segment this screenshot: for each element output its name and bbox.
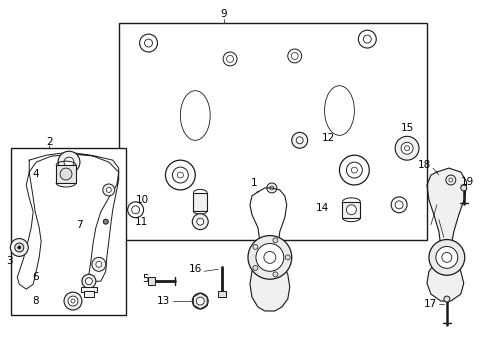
Text: 4: 4 — [32, 169, 39, 179]
Circle shape — [291, 53, 298, 59]
Bar — [11, 148, 125, 315]
Bar — [147, 277, 154, 285]
Polygon shape — [17, 152, 119, 289]
Circle shape — [461, 185, 467, 191]
Circle shape — [444, 296, 450, 302]
Circle shape — [270, 186, 274, 190]
Text: 7: 7 — [76, 220, 83, 230]
Text: 17: 17 — [424, 299, 437, 309]
Bar — [343, 202, 360, 218]
Text: 11: 11 — [135, 217, 148, 227]
Circle shape — [223, 52, 237, 66]
Bar — [119, 23, 427, 239]
Circle shape — [248, 235, 292, 279]
Circle shape — [172, 167, 188, 183]
Circle shape — [253, 265, 258, 270]
Circle shape — [68, 296, 78, 306]
Circle shape — [358, 30, 376, 48]
Circle shape — [15, 243, 24, 252]
Circle shape — [197, 218, 204, 225]
Bar — [218, 291, 226, 297]
Circle shape — [60, 168, 72, 180]
Circle shape — [92, 257, 106, 271]
Text: 12: 12 — [321, 133, 335, 143]
Circle shape — [285, 255, 290, 260]
Text: 1: 1 — [251, 178, 258, 188]
Bar — [84, 291, 94, 297]
Circle shape — [103, 184, 115, 196]
Circle shape — [192, 214, 208, 230]
Circle shape — [395, 136, 419, 160]
Circle shape — [253, 244, 258, 249]
Circle shape — [340, 155, 369, 185]
Text: 14: 14 — [316, 203, 329, 213]
Polygon shape — [250, 188, 290, 311]
Text: 6: 6 — [32, 272, 39, 282]
Polygon shape — [122, 28, 419, 233]
Circle shape — [436, 247, 458, 268]
Circle shape — [96, 261, 102, 267]
Circle shape — [71, 299, 75, 303]
Circle shape — [256, 243, 284, 271]
Circle shape — [405, 146, 410, 151]
Circle shape — [442, 252, 452, 262]
Circle shape — [64, 292, 82, 310]
Circle shape — [192, 293, 208, 309]
Text: 8: 8 — [32, 296, 39, 306]
Circle shape — [363, 35, 371, 43]
Circle shape — [64, 157, 74, 167]
Text: 9: 9 — [221, 9, 227, 19]
Circle shape — [145, 39, 152, 47]
Circle shape — [273, 272, 278, 277]
Text: 19: 19 — [461, 177, 474, 187]
Circle shape — [166, 160, 196, 190]
Text: 10: 10 — [135, 195, 148, 205]
Circle shape — [140, 34, 157, 52]
Text: 15: 15 — [400, 123, 414, 134]
Circle shape — [82, 274, 96, 288]
Circle shape — [429, 239, 465, 275]
Text: 5: 5 — [142, 274, 148, 284]
Circle shape — [18, 246, 21, 249]
Circle shape — [85, 278, 93, 285]
Text: 13: 13 — [157, 296, 171, 306]
Bar — [193, 193, 207, 211]
Text: 16: 16 — [189, 264, 202, 274]
Circle shape — [106, 188, 111, 192]
Text: 3: 3 — [6, 256, 13, 266]
Circle shape — [177, 172, 183, 178]
Circle shape — [267, 183, 277, 193]
Bar — [56, 165, 76, 183]
Circle shape — [292, 132, 308, 148]
Circle shape — [296, 137, 303, 144]
Circle shape — [346, 205, 356, 215]
Circle shape — [58, 151, 80, 173]
Circle shape — [226, 55, 234, 62]
Circle shape — [401, 142, 413, 154]
Circle shape — [288, 49, 302, 63]
Circle shape — [10, 239, 28, 256]
Circle shape — [446, 175, 456, 185]
Circle shape — [103, 219, 108, 224]
Circle shape — [449, 178, 453, 182]
Text: 2: 2 — [46, 137, 52, 147]
Text: 18: 18 — [417, 160, 431, 170]
Circle shape — [196, 297, 204, 305]
Bar — [81, 287, 97, 292]
Circle shape — [264, 251, 276, 264]
Circle shape — [395, 201, 403, 209]
Polygon shape — [427, 168, 467, 301]
Circle shape — [391, 197, 407, 213]
Circle shape — [132, 206, 140, 214]
Circle shape — [351, 167, 357, 173]
Circle shape — [346, 162, 362, 178]
Circle shape — [273, 238, 278, 243]
Circle shape — [128, 202, 144, 218]
